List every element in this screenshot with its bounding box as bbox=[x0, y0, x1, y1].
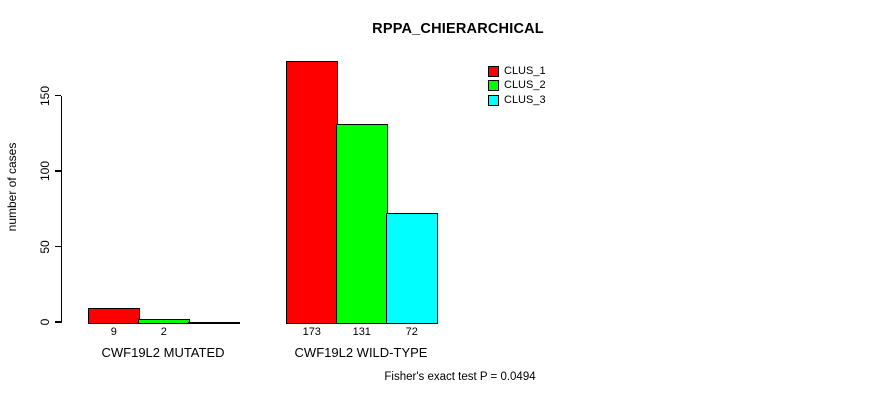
bar-clus-1-cwf19l2-mutated bbox=[88, 308, 140, 324]
legend-swatch-clus-2 bbox=[488, 80, 499, 92]
bar-value-label: 72 bbox=[405, 326, 418, 338]
y-tick-mark bbox=[54, 321, 61, 323]
bar-clus-1-cwf19l2-wild-type bbox=[286, 61, 338, 324]
bar-clus-2-cwf19l2-mutated bbox=[138, 319, 190, 324]
bar-clus-2-cwf19l2-wild-type bbox=[336, 124, 388, 324]
y-axis-line bbox=[60, 95, 62, 324]
bar-clus-3-cwf19l2-mutated bbox=[188, 322, 240, 324]
x-category-label: CWF19L2 WILD-TYPE bbox=[294, 345, 428, 360]
legend-label-clus-1: CLUS_1 bbox=[504, 65, 546, 77]
fisher-test-annotation: Fisher's exact test P = 0.0494 bbox=[384, 371, 536, 383]
y-axis-title: number of cases bbox=[5, 142, 19, 232]
bar-value-label: 9 bbox=[110, 326, 117, 338]
y-tick-label: 0 bbox=[38, 318, 52, 326]
y-tick-mark bbox=[54, 94, 61, 97]
bar-clus-3-cwf19l2-wild-type bbox=[386, 213, 438, 324]
chart-title: RPPA_CHIERARCHICAL bbox=[372, 21, 544, 37]
y-tick-label: 150 bbox=[38, 85, 52, 106]
y-tick-mark bbox=[54, 170, 61, 172]
legend-label-clus-3: CLUS_3 bbox=[504, 93, 546, 106]
y-tick-label: 50 bbox=[38, 239, 52, 254]
legend-swatch-clus-3 bbox=[488, 94, 499, 106]
y-tick-label: 100 bbox=[38, 161, 52, 182]
x-category-label: CWF19L2 MUTATED bbox=[101, 345, 225, 360]
legend-swatch-clus-1 bbox=[488, 66, 499, 77]
y-tick-mark bbox=[54, 245, 61, 248]
bar-value-label: 2 bbox=[160, 326, 167, 338]
legend-label-clus-2: CLUS_2 bbox=[504, 79, 546, 92]
bar-value-label: 173 bbox=[302, 326, 321, 338]
bar-value-label: 131 bbox=[352, 326, 371, 338]
